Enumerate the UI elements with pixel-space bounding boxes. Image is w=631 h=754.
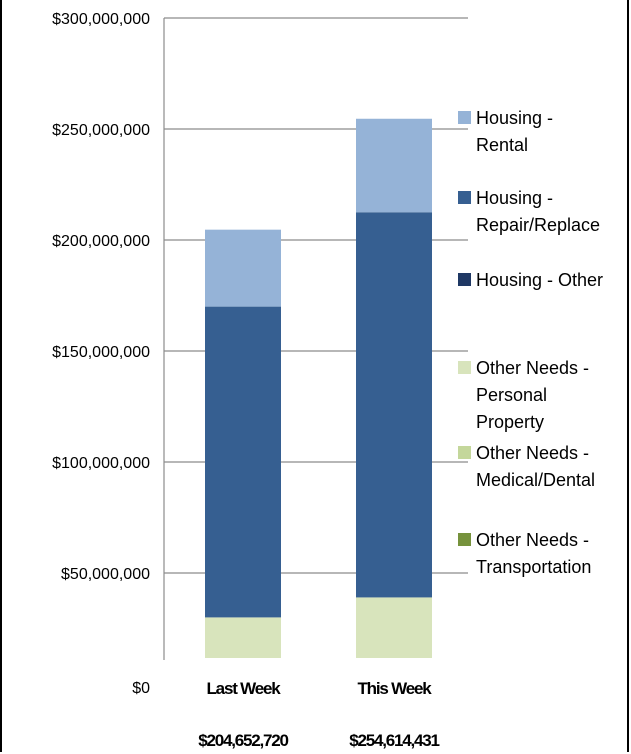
y-tick-label: $200,000,000 <box>52 233 150 250</box>
total-label: $204,652,720 <box>198 731 288 750</box>
y-tick-label: $250,000,000 <box>52 122 150 139</box>
bar-segment <box>205 229 281 307</box>
y-tick-label: $150,000,000 <box>52 344 150 361</box>
legend-swatch <box>458 361 471 374</box>
category-label: This Week <box>358 679 433 698</box>
bar-segment <box>356 212 432 598</box>
y-tick-label: $0 <box>132 680 150 697</box>
legend-label: Other Needs - <box>476 530 589 550</box>
bar-segment <box>205 306 281 618</box>
legend-label: Repair/Replace <box>476 215 600 235</box>
legend-label: Housing - <box>476 108 553 128</box>
legend-swatch <box>458 191 471 204</box>
y-tick-label: $100,000,000 <box>52 455 150 472</box>
legend-swatch <box>458 111 471 124</box>
category-label: Last Week <box>207 679 282 698</box>
legend-label: Personal <box>476 385 547 405</box>
bar-segment <box>205 617 281 658</box>
legend-label: Transportation <box>476 557 591 577</box>
bar-segment <box>356 597 432 658</box>
legend-label: Rental <box>476 135 528 155</box>
y-tick-label: $50,000,000 <box>61 566 150 583</box>
legend-label: Housing - Other <box>476 270 603 290</box>
legend-label: Property <box>476 412 544 432</box>
bar-segment <box>356 118 432 213</box>
legend-swatch <box>458 446 471 459</box>
legend-swatch <box>458 533 471 546</box>
legend-label: Medical/Dental <box>476 470 595 490</box>
legend-label: Other Needs - <box>476 358 589 378</box>
legend-label: Other Needs - <box>476 443 589 463</box>
legend-label: Housing - <box>476 188 553 208</box>
legend-swatch <box>458 273 471 286</box>
y-tick-label: $300,000,000 <box>52 11 150 28</box>
total-label: $254,614,431 <box>349 731 439 750</box>
